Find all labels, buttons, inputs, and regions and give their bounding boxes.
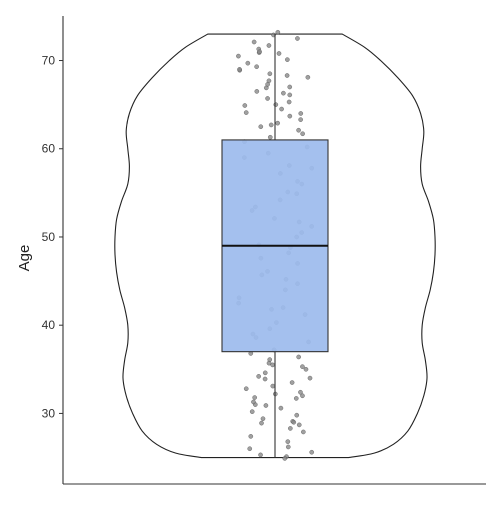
data-point (284, 73, 290, 78)
data-point (295, 36, 300, 41)
data-point (266, 43, 272, 48)
data-point (268, 122, 274, 128)
y-axis-label: Age (16, 245, 33, 272)
data-point (281, 90, 286, 96)
data-point (270, 362, 275, 368)
data-point (257, 49, 262, 55)
y-tick-label: 50 (42, 230, 56, 244)
data-point (298, 117, 303, 122)
data-point (305, 74, 311, 80)
data-point (287, 84, 293, 90)
data-point (267, 134, 273, 140)
data-point (252, 395, 257, 400)
y-tick-label: 30 (42, 406, 56, 420)
data-point (296, 127, 301, 133)
data-point (285, 439, 291, 444)
data-point (287, 113, 293, 119)
data-point (258, 452, 263, 458)
data-point (273, 102, 279, 107)
data-point (285, 57, 290, 62)
data-point (296, 422, 302, 428)
data-point (249, 409, 255, 414)
data-point (258, 124, 264, 129)
data-point (301, 429, 306, 435)
data-point (282, 456, 288, 461)
data-point (286, 99, 292, 105)
data-point (243, 386, 249, 392)
data-point (267, 71, 273, 77)
data-point (251, 39, 257, 45)
data-point (291, 419, 297, 425)
data-point (300, 364, 305, 369)
data-point (266, 78, 272, 84)
y-tick-label: 60 (42, 142, 56, 156)
data-point (289, 380, 295, 385)
data-point (279, 106, 284, 112)
data-point (294, 412, 300, 418)
data-point (303, 367, 309, 372)
data-point (298, 389, 303, 395)
data-point (242, 103, 248, 108)
data-point (300, 393, 305, 399)
data-point (288, 426, 293, 431)
data-point (251, 399, 256, 405)
data-point (285, 444, 291, 450)
data-point (265, 96, 270, 101)
y-tick-label: 70 (42, 54, 56, 68)
data-point (254, 64, 259, 69)
data-point (245, 60, 251, 66)
data-point (287, 92, 293, 98)
data-point (247, 446, 253, 452)
data-point (307, 375, 313, 381)
data-point (236, 53, 241, 59)
data-point (259, 420, 264, 426)
data-point (278, 405, 284, 411)
data-point (243, 110, 249, 115)
data-point (260, 416, 266, 422)
data-point (275, 120, 280, 126)
data-point (248, 434, 254, 439)
data-point (263, 403, 269, 408)
violin-outline (114, 33, 436, 459)
data-point (237, 67, 242, 72)
data-point (309, 449, 315, 455)
data-point (262, 376, 268, 382)
y-tick-label: 40 (42, 318, 56, 332)
data-point (276, 51, 282, 56)
data-point (296, 354, 301, 360)
data-point (256, 374, 261, 379)
data-point (270, 383, 276, 389)
data-point (275, 29, 281, 35)
data-point (300, 131, 305, 137)
data-point (298, 111, 304, 116)
data-point (262, 370, 268, 376)
data-point (254, 89, 260, 94)
data-point (293, 396, 299, 401)
data-point (267, 357, 273, 362)
